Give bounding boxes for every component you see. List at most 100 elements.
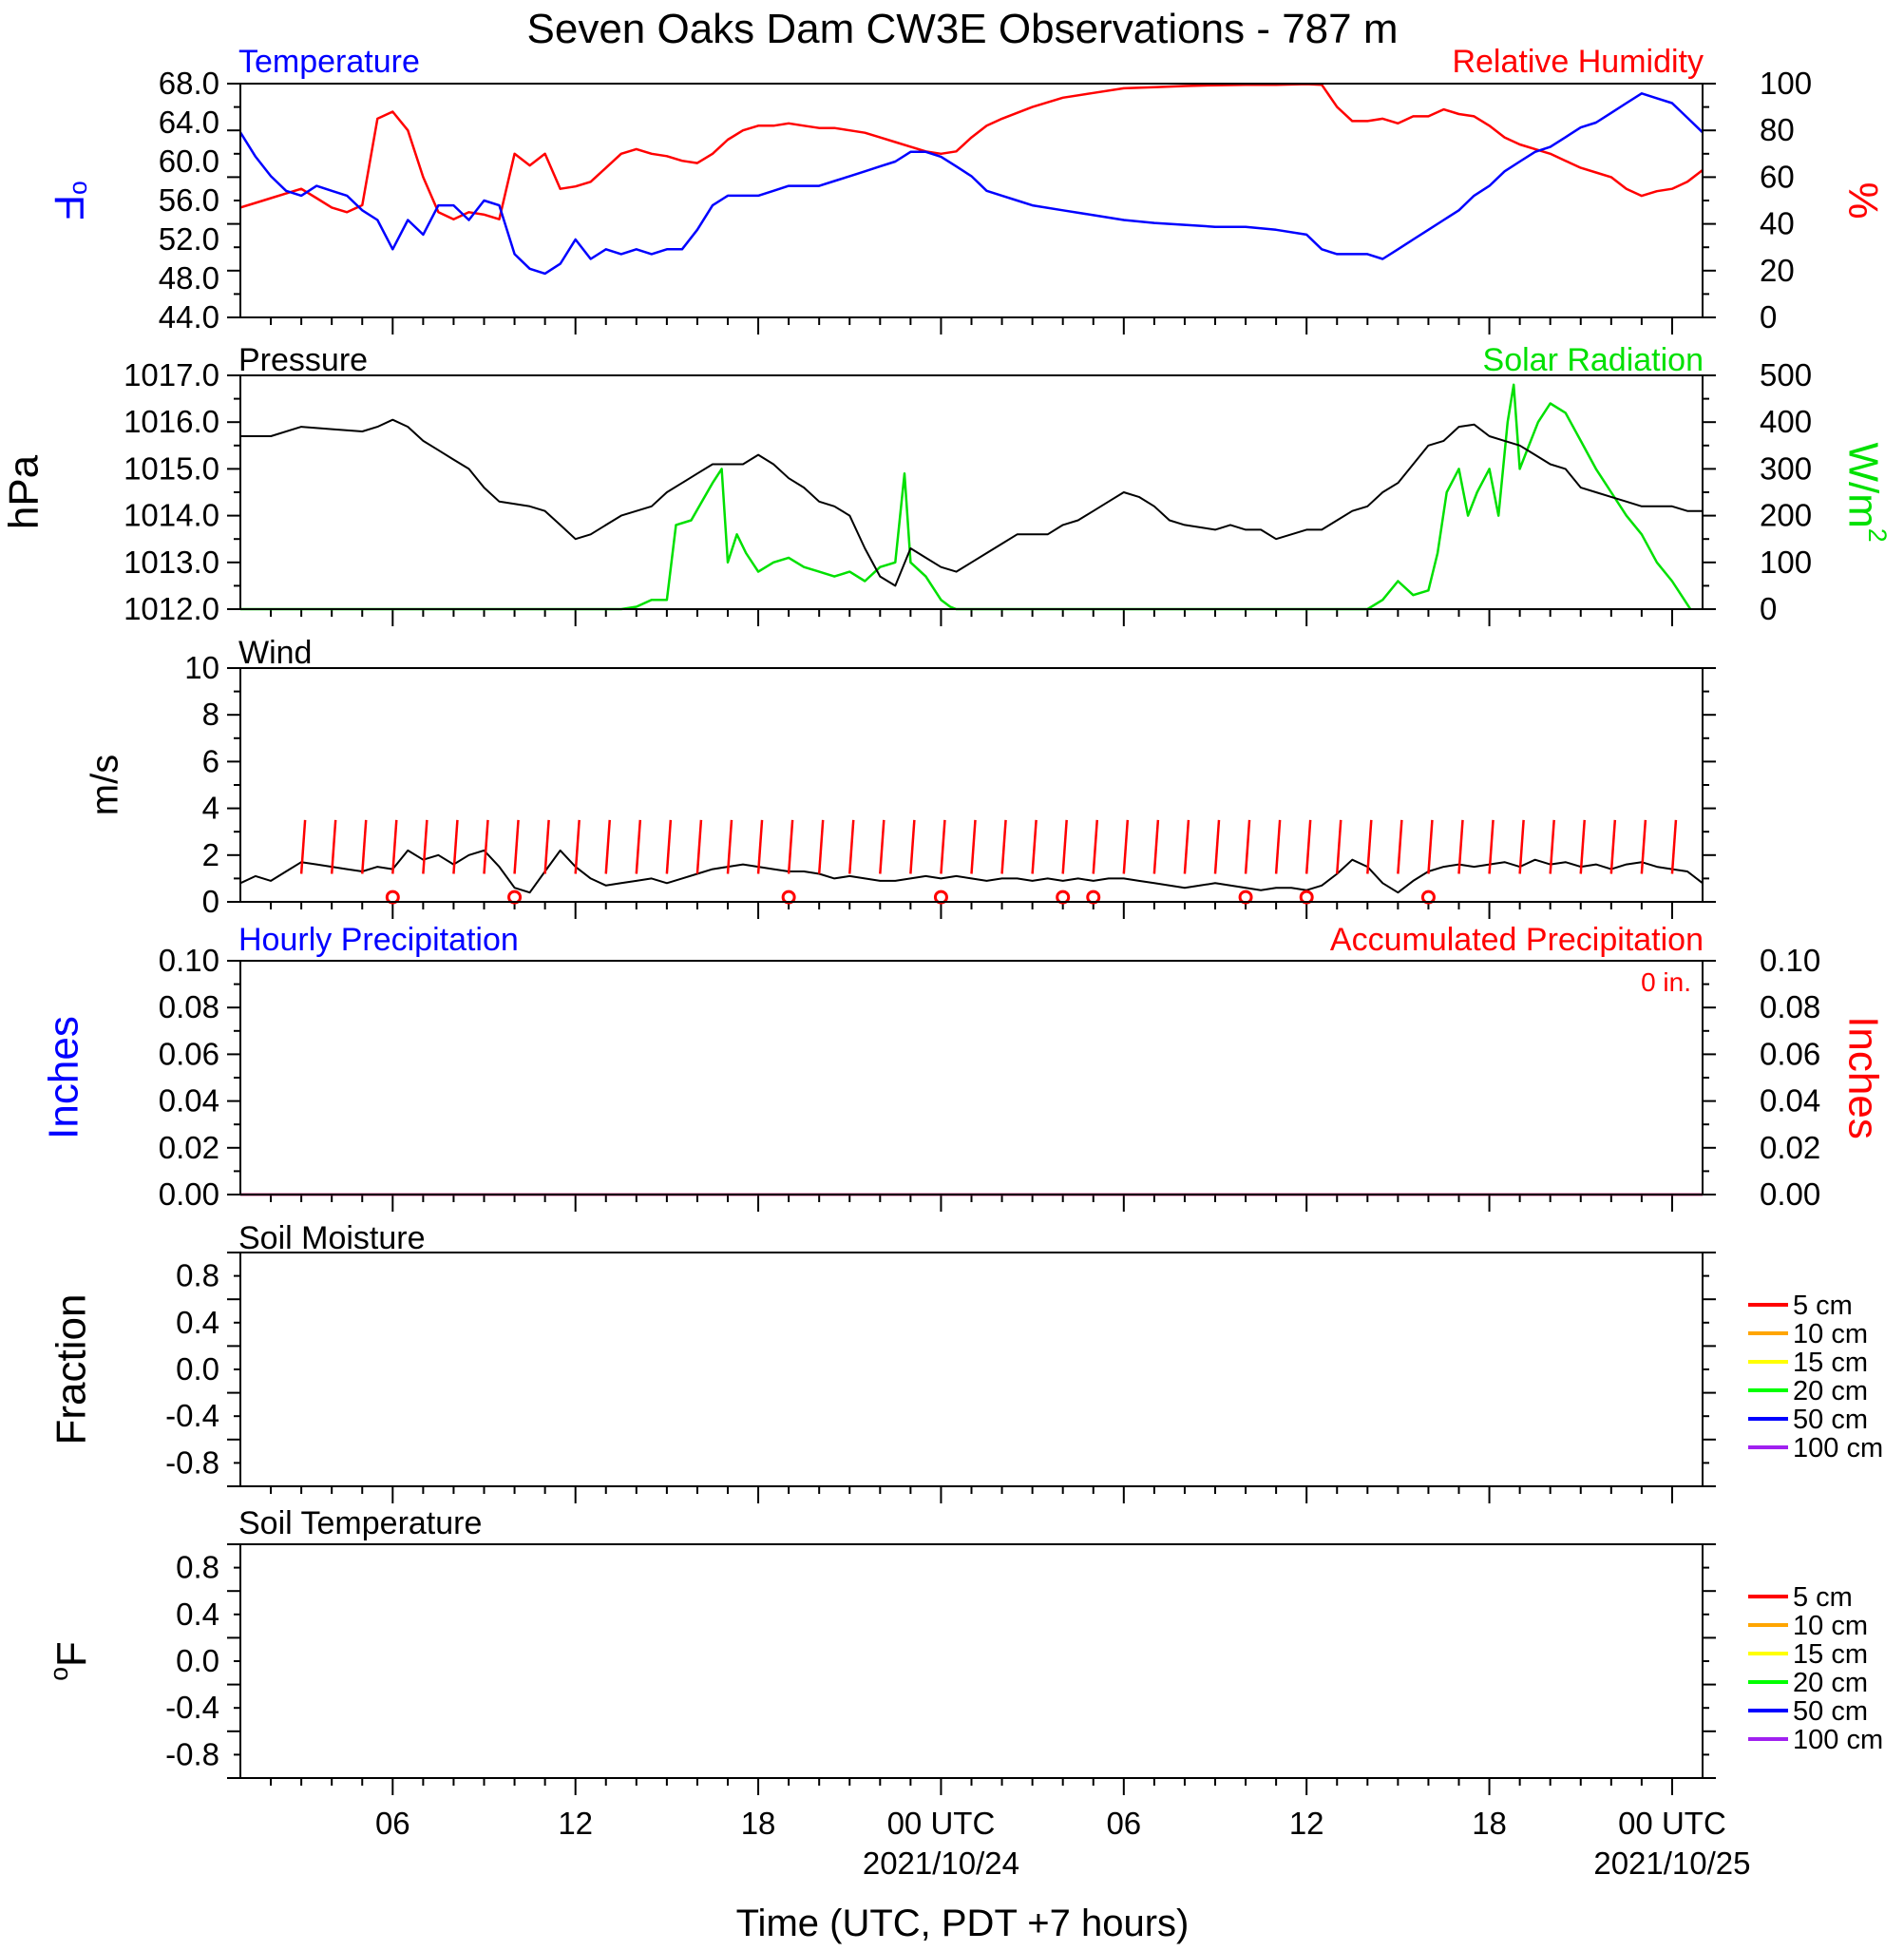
y-tick-label: 1017.0 (124, 357, 219, 392)
y2-tick-label: 0.06 (1760, 1036, 1820, 1071)
x-tick-label: 06 (1106, 1806, 1141, 1841)
wind-barb (635, 819, 642, 874)
accumulated-total: 0 in. (1641, 967, 1691, 997)
left-unit-group: hPa (1, 454, 48, 529)
y-tick-label: 1012.0 (124, 591, 219, 626)
y-tick-label: 1016.0 (124, 404, 219, 439)
wind-barb (1549, 819, 1555, 874)
wind-barb (1183, 819, 1190, 874)
wind-barb (1366, 819, 1373, 874)
wind-barb (483, 819, 489, 874)
wind-barb (756, 819, 764, 874)
calm-marker (1420, 889, 1436, 905)
left-unit-group: Fraction (48, 1294, 95, 1445)
y-tick-label: 68.0 (159, 66, 219, 101)
legend-label: 15 cm (1793, 1639, 1868, 1670)
calm-marker (933, 889, 948, 905)
y-tick-label: 0.0 (176, 1643, 219, 1678)
y2-tick-label: 0 (1760, 591, 1777, 626)
wind-barb (1488, 819, 1495, 874)
y-tick-label: 0.00 (159, 1176, 219, 1212)
wind-barb (1152, 819, 1160, 874)
y2-tick-label: 0 (1760, 299, 1777, 335)
series-relative-humidity (239, 83, 1704, 220)
calm-marker (1238, 889, 1253, 905)
y-tick-label: -0.4 (165, 1398, 219, 1433)
legend-label: 5 cm (1793, 1291, 1853, 1321)
left-unit-group: oF (45, 1641, 95, 1681)
y2-tick-label: 0.00 (1760, 1176, 1820, 1212)
y-tick-label: 0.8 (176, 1550, 219, 1585)
y2-tick-label: 100 (1760, 545, 1812, 580)
y-tick-label: 48.0 (159, 260, 219, 296)
x-axis: 06 12 18 00 UTC 2021/10/24 06 12 18 00 UTC 2021/1… (375, 1806, 1751, 1881)
plot-border (239, 667, 1704, 903)
y-tick-label: 56.0 (159, 182, 219, 218)
series-solar-radiation (240, 383, 1692, 611)
wind-barb (817, 819, 825, 874)
wind-barb (1457, 819, 1464, 874)
y-tick-label: 44.0 (159, 299, 219, 335)
wind-barb (513, 819, 520, 874)
left-unit: oF (45, 1641, 95, 1681)
y2-tick-label: 40 (1760, 206, 1795, 241)
wind-barb (1274, 819, 1282, 874)
wind-barb (1640, 819, 1647, 874)
panel-precip: 0.10 0.08 0.06 0.04 0.02 0.00 0.10 0.08 0.06 0.04… (41, 922, 1886, 1212)
x-tick-label: 18 (1472, 1806, 1507, 1841)
right-unit: W/m2 (1839, 442, 1892, 542)
y2-tick-label: 100 (1760, 66, 1812, 101)
calm-marker (385, 889, 400, 905)
y-tick-label: 6 (202, 743, 219, 778)
left-unit-group: oF (46, 181, 96, 220)
left-unit-group: m/s (85, 755, 126, 815)
y-tick-label: 8 (202, 697, 219, 732)
wind-barb (1061, 819, 1068, 874)
wind-barb (787, 819, 794, 874)
y-tick-label: 1015.0 (124, 450, 219, 486)
panels: 68.064.060.056.052.048.044.0100806040200… (1, 44, 1892, 1795)
y2-tick-label: 20 (1760, 253, 1795, 288)
right-unit-group: % (1839, 182, 1886, 219)
y2-tick-label: 80 (1760, 112, 1795, 147)
y-tick-label: 1013.0 (124, 545, 219, 580)
legend-label: 50 cm (1793, 1696, 1868, 1727)
wind-barb (1609, 819, 1617, 874)
y-tick-label: 0.10 (159, 943, 219, 978)
right-panel-title: Accumulated Precipitation (1330, 922, 1704, 958)
legend-label: 15 cm (1793, 1348, 1868, 1378)
wind-barb (1427, 819, 1434, 874)
legend-label: 10 cm (1793, 1319, 1868, 1349)
left-panel-title: Wind (238, 635, 312, 671)
calm-marker (1299, 889, 1314, 905)
y-tick-label: 0.8 (176, 1258, 219, 1293)
y2-tick-label: 0.04 (1760, 1083, 1820, 1119)
legend-label: 50 cm (1793, 1405, 1868, 1435)
chart-title: Seven Oaks Dam CW3E Observations - 787 m (527, 6, 1399, 52)
y-tick-label: 0.08 (159, 989, 219, 1024)
y2-tick-label: 0.10 (1760, 943, 1820, 978)
panel-pressure-solar: 1017.0 1016.0 1015.0 1014.0 1013.0 1012.0 500 4… (1, 342, 1892, 626)
left-unit: m/s (85, 755, 126, 815)
wind-barb (879, 819, 885, 874)
plot-border (239, 960, 1704, 1195)
wind-barb (391, 819, 398, 874)
wind-barb (940, 819, 946, 874)
panel-soil-moisture: 0.8 0.4 0.0 -0.4 -0.8 Soil Moisture Fraction 5 … (48, 1220, 1883, 1503)
wind-barb (1213, 819, 1221, 874)
wind-barb (665, 819, 673, 874)
right-unit: Inches (1839, 1016, 1886, 1139)
wind-barb (1518, 819, 1525, 874)
y-tick-label: -0.8 (165, 1736, 219, 1771)
wind-barb (848, 819, 855, 874)
wind-barb (543, 819, 550, 874)
y2-tick-label: 200 (1760, 498, 1812, 533)
wind-barb (574, 819, 581, 874)
x-tick-label: 12 (1289, 1806, 1324, 1841)
x-tick-label: 00 UTC (1618, 1806, 1726, 1841)
y-tick-label: 0.04 (159, 1083, 219, 1119)
legend-label: 10 cm (1793, 1611, 1868, 1641)
panel-temp-rh: 68.0 64.060.056.052.048.044.0 100 80 60 40 20 0… (46, 44, 1886, 335)
